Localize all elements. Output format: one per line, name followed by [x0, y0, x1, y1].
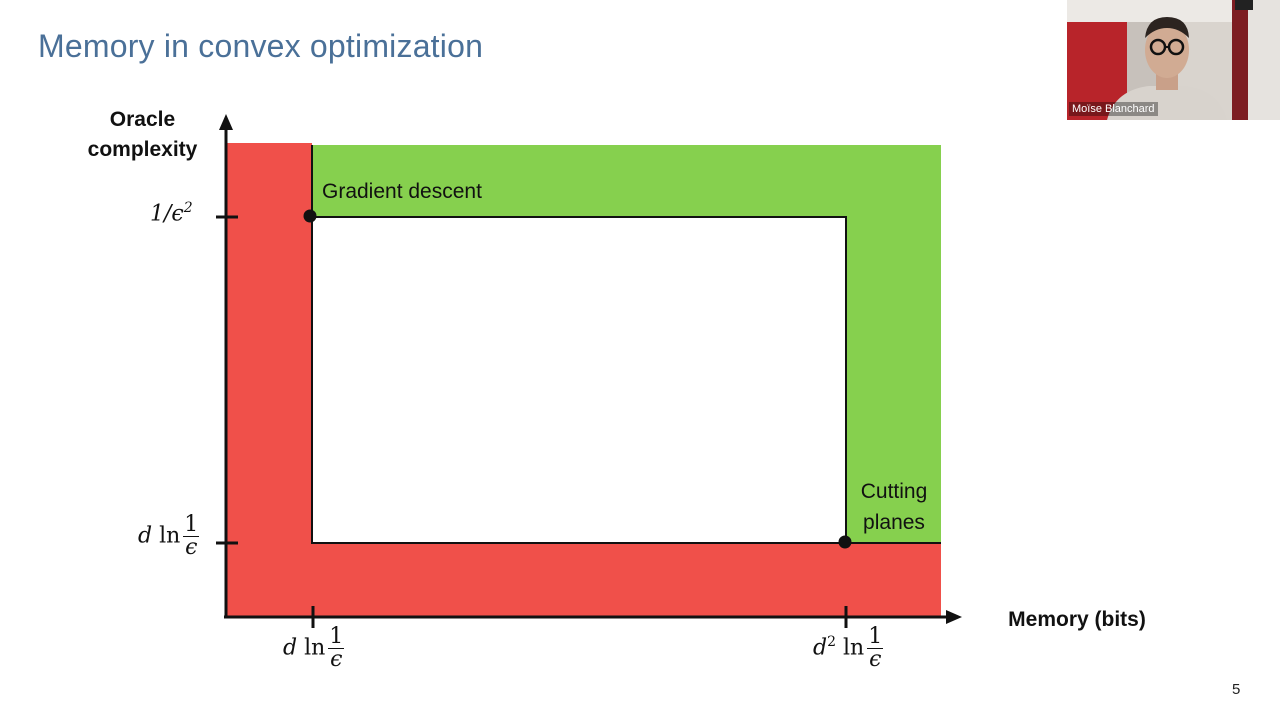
cutting-planes-label: Cutting planes [860, 480, 928, 534]
x-tick-label-right: d2 ln 1 ϵ [813, 624, 884, 672]
cutting-planes-point [838, 535, 852, 549]
speaker-video-image [1067, 0, 1280, 120]
x-axis-arrow [946, 610, 962, 624]
feasible-region-top [312, 145, 941, 217]
speaker-name: Moïse Blanchard [1069, 102, 1158, 116]
slide-title: Memory in convex optimization [38, 28, 484, 64]
infeasible-region-left [227, 143, 312, 617]
upper-boundary-line [310, 216, 847, 543]
x-axis-label: Memory (bits) [1008, 608, 1146, 631]
infeasible-region-bottom [227, 543, 941, 617]
feasible-region-right [845, 145, 941, 543]
x-tick-label-left: d ln 1 ϵ [283, 624, 345, 672]
y-axis-arrow [219, 114, 233, 130]
page-number: 5 [1232, 681, 1241, 698]
gradient-descent-point [303, 209, 317, 223]
y-axis-label: Oracle complexity [87, 108, 198, 161]
speaker-video: Moïse Blanchard [1067, 0, 1280, 120]
y-tick-label-low: d ln 1 ϵ [138, 512, 200, 560]
gradient-descent-label: Gradient descent [322, 180, 482, 203]
lower-boundary-line [311, 145, 941, 544]
y-tick-label-high: 1/ϵ2 [150, 200, 193, 227]
